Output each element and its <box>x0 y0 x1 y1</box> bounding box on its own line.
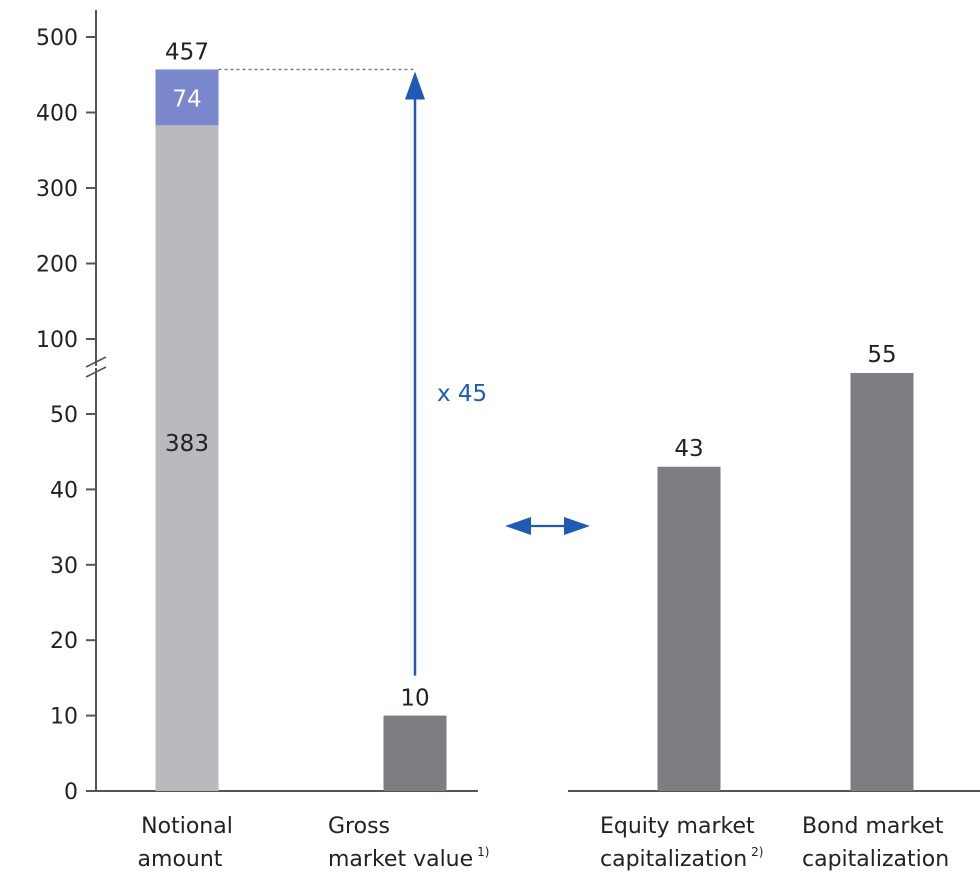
category-label-gross-line2-text: market value <box>328 847 473 872</box>
axis-break-icon <box>85 356 107 378</box>
y-ticks-upper: 100 200 300 400 500 <box>36 26 96 353</box>
y-tick-label-10: 10 <box>50 705 78 730</box>
y-tick-label-0: 0 <box>64 780 78 805</box>
y-tick-label-50: 50 <box>50 403 78 428</box>
category-label-bond-line2: capitalization <box>802 847 949 872</box>
arrow-left-icon <box>505 517 531 535</box>
category-label-bond: Bond market <box>802 814 944 839</box>
category-label-equity-line2-text: capitalization <box>600 847 747 872</box>
y-tick-label-100: 100 <box>36 328 78 353</box>
bar-notional-top <box>155 69 219 126</box>
label-bond-market-cap: 55 <box>867 342 896 368</box>
y-tick-label-20: 20 <box>50 629 78 654</box>
category-label-notional: Notional <box>141 814 233 839</box>
y-tick-label-200: 200 <box>36 253 78 278</box>
label-notional-segment-74: 74 <box>172 86 201 112</box>
y-tick-label-300: 300 <box>36 177 78 202</box>
category-label-gross: Gross <box>328 814 390 839</box>
y-ticks-lower: 0 10 20 30 40 50 <box>50 403 96 805</box>
bar-notional-base <box>155 125 219 791</box>
y-tick-label-30: 30 <box>50 554 78 579</box>
label-notional-total: 457 <box>165 39 209 65</box>
label-gross-market-value: 10 <box>400 686 429 712</box>
label-equity-market-cap: 43 <box>674 436 703 462</box>
category-label-equity: Equity market <box>600 814 755 839</box>
footnote-2: 2) <box>751 845 763 859</box>
y-tick-label-400: 400 <box>36 102 78 127</box>
bar-bond-market-cap <box>850 372 914 791</box>
footnote-1: 1) <box>477 845 489 859</box>
bar-gross-market-value <box>383 715 447 791</box>
category-label-equity-line2: capitalization 2) <box>600 845 764 872</box>
bar-equity-market-cap <box>657 466 721 791</box>
label-notional-segment-383: 383 <box>165 431 209 457</box>
y-tick-label-500: 500 <box>36 26 78 51</box>
multiplier-label: x 45 <box>437 381 487 407</box>
category-label-notional-line2: amount <box>138 847 223 872</box>
double-arrow-icon <box>505 517 590 535</box>
arrow-right-icon <box>564 517 590 535</box>
arrow-up-icon <box>405 71 425 100</box>
category-label-gross-line2: market value 1) <box>328 845 490 872</box>
y-tick-label-40: 40 <box>50 478 78 503</box>
